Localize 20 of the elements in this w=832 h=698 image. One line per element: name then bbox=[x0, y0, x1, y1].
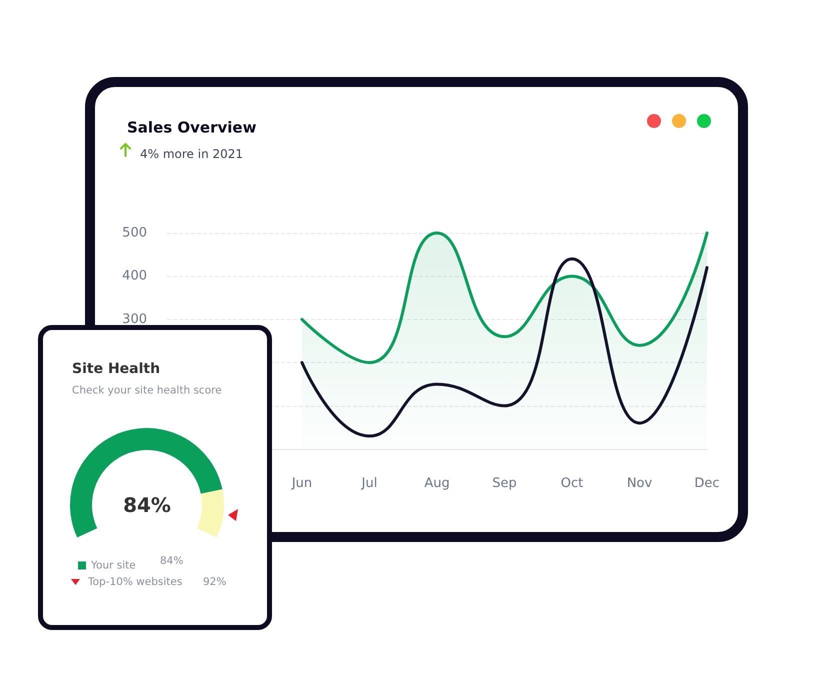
text: 84% bbox=[123, 493, 171, 517]
chart-title: Site Health bbox=[72, 361, 160, 377]
x-tick-label: Jul bbox=[360, 476, 378, 491]
line-series bbox=[300, 257, 708, 438]
chart-subtitle: Check your site health score bbox=[72, 384, 222, 396]
chart-title: Sales Overview bbox=[127, 118, 257, 136]
text: 92% bbox=[203, 576, 226, 588]
x-tick-label: Oct bbox=[560, 476, 584, 491]
x-tick-label: Sep bbox=[492, 476, 517, 491]
legend-label: Your site bbox=[90, 560, 136, 572]
x-tick-label: Dec bbox=[694, 476, 720, 491]
text: Top-10% websites bbox=[87, 576, 182, 588]
y-tick-label: 300 bbox=[122, 312, 147, 327]
y-tick-label: 500 bbox=[122, 226, 147, 240]
chart-subtitle: 4% more in 2021 bbox=[140, 147, 244, 161]
y-tick-label: 400 bbox=[122, 268, 147, 284]
x-tick-label: Jun bbox=[290, 476, 312, 491]
x-tick-label: Nov bbox=[626, 476, 652, 491]
x-tick-label: Aug bbox=[424, 476, 450, 491]
text: 84% bbox=[160, 555, 184, 567]
